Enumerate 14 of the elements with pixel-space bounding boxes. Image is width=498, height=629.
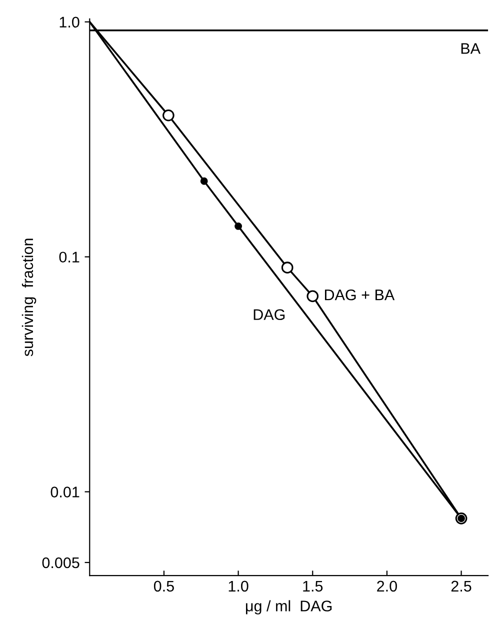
x-tick-label: 2.5 [451,580,472,592]
x-tick-label: 1.0 [228,580,248,592]
series-label: DAG + BA [324,289,395,300]
y-tick-label: 0.1 [59,252,80,263]
x-axis-title: μg / ml DAG [246,600,332,614]
y-tick-label: 1.0 [60,16,80,28]
series-label: BA [461,43,480,54]
x-tick-label: 2.0 [377,580,397,592]
x-tick-label: 0.5 [154,580,174,592]
series-label: DAG [254,309,285,320]
y-tick-label: 0.005 [42,557,80,568]
y-axis-title: surviving fraction [22,238,36,356]
x-tick-label: 1.5 [303,580,323,592]
y-tick-label: 0.01 [50,486,80,498]
